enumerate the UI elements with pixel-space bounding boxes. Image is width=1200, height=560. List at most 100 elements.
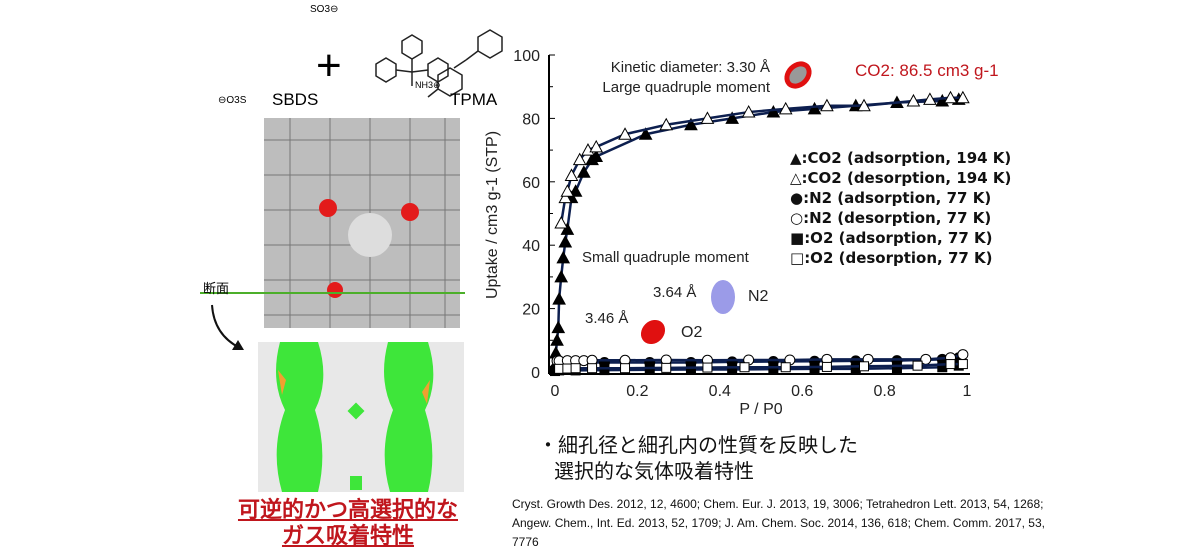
citation-text: Cryst. Growth Des. 2012, 12, 4600; Chem.… xyxy=(512,497,1045,549)
summary-line-2: 選択的な気体吸着特性 xyxy=(554,459,754,483)
data-point xyxy=(912,360,923,371)
data-point xyxy=(618,127,632,140)
legend-item: ○:N2 (desorption, 77 K) xyxy=(790,208,1011,228)
data-point xyxy=(906,93,921,107)
legend-item: ■:O2 (adsorption, 77 K) xyxy=(790,228,1011,248)
data-point xyxy=(820,98,834,112)
legend-text: :O2 (desorption, 77 K) xyxy=(804,249,993,267)
data-point xyxy=(552,292,566,305)
data-point xyxy=(589,139,604,153)
tpma-structure-icon xyxy=(375,34,449,86)
data-point xyxy=(807,101,822,115)
legend-text: :CO2 (desorption, 194 K) xyxy=(801,169,1012,187)
y-tick-label: 80 xyxy=(522,111,540,128)
data-point xyxy=(821,361,832,372)
legend-symbol: ■ xyxy=(790,229,805,247)
data-point xyxy=(725,111,740,124)
title-line-2: ガス吸着特性 xyxy=(281,524,414,549)
data-point xyxy=(551,320,566,334)
o2-size-label: 3.46 Å xyxy=(585,310,629,327)
sbds-label: SBDS xyxy=(272,90,319,109)
data-point xyxy=(554,363,565,374)
x-tick-label: 0 xyxy=(551,383,560,400)
framework-illustration xyxy=(200,29,503,492)
legend-symbol: △ xyxy=(790,169,802,187)
x-tick-label: 0.2 xyxy=(626,383,648,400)
data-point xyxy=(727,364,738,375)
so3-left-label: ⊖O3S xyxy=(218,95,247,106)
cross-section-label: 断面 xyxy=(203,282,230,297)
plus-sign: + xyxy=(316,41,342,90)
data-point xyxy=(576,165,591,178)
data-point xyxy=(685,364,696,375)
data-point xyxy=(739,362,750,373)
data-point xyxy=(778,101,793,115)
data-point xyxy=(620,363,631,374)
y-tick-label: 100 xyxy=(513,48,540,65)
x-tick-label: 0.4 xyxy=(709,383,731,400)
title-line-1: 可逆的かつ高選択的な xyxy=(237,498,458,523)
data-point xyxy=(702,362,713,373)
data-point xyxy=(644,364,655,375)
series-line xyxy=(557,353,964,363)
data-point xyxy=(700,111,715,124)
legend-item: ●:N2 (adsorption, 77 K) xyxy=(790,188,1011,208)
data-point xyxy=(587,363,598,374)
nh3-label: NH3⊕ xyxy=(415,80,441,90)
y-tick-label: 40 xyxy=(522,238,540,255)
x-tick-label: 0.6 xyxy=(791,383,813,400)
data-point xyxy=(562,363,573,374)
data-point xyxy=(857,98,871,112)
n2-label: N2 xyxy=(748,288,769,305)
data-point xyxy=(923,92,937,105)
legend-symbol: ○ xyxy=(790,209,804,227)
legend-item: □:O2 (desorption, 77 K) xyxy=(790,248,1011,268)
x-tick-label: 0.8 xyxy=(873,383,895,400)
data-point xyxy=(780,362,791,373)
legend-symbol: ▲ xyxy=(790,149,802,167)
data-point xyxy=(766,105,781,118)
data-point xyxy=(560,184,575,197)
data-point xyxy=(768,364,779,375)
data-point xyxy=(943,90,958,104)
data-point xyxy=(599,365,610,376)
legend-text: :CO2 (adsorption, 194 K) xyxy=(801,149,1012,167)
sbds-structure-icon xyxy=(427,29,503,98)
small-quadrupole-label: Small quadruple moment xyxy=(582,249,749,266)
y-tick-label: 20 xyxy=(522,302,540,319)
tpma-label: TPMA xyxy=(450,90,498,109)
legend-item: ▲:CO2 (adsorption, 194 K) xyxy=(790,148,1011,168)
data-point xyxy=(570,363,581,374)
data-point xyxy=(556,250,571,264)
data-point xyxy=(558,234,573,248)
y-tick-label: 0 xyxy=(531,365,540,382)
data-point xyxy=(638,127,653,140)
co2-carbon-icon xyxy=(789,66,807,84)
x-tick-label: 1 xyxy=(963,383,972,400)
y-axis-label: Uptake / cm3 g-1 (STP) xyxy=(484,131,501,299)
data-point xyxy=(554,215,569,229)
data-point xyxy=(589,149,604,162)
data-point xyxy=(661,362,672,373)
data-point xyxy=(945,359,956,370)
data-point xyxy=(659,117,674,131)
legend-text: :N2 (adsorption, 77 K) xyxy=(803,189,992,207)
data-point xyxy=(957,359,968,370)
data-point xyxy=(684,117,698,131)
o2-label: O2 xyxy=(681,324,703,341)
data-point xyxy=(572,152,587,166)
n2-molecule-icon xyxy=(711,280,735,314)
o2-molecule-icon xyxy=(640,319,666,345)
kinetic-diameter-label: Kinetic diameter: 3.30 Å xyxy=(610,59,770,76)
legend-symbol: □ xyxy=(790,249,805,267)
summary-text: ・細孔径と細孔内の性質を反映した 選択的な気体吸着特性 xyxy=(538,432,858,484)
data-point xyxy=(741,105,756,118)
legend-text: :O2 (adsorption, 77 K) xyxy=(804,229,993,247)
legend-item: △:CO2 (desorption, 194 K) xyxy=(790,168,1011,188)
legend-text: :N2 (desorption, 77 K) xyxy=(803,209,992,227)
y-tick-label: 60 xyxy=(522,175,540,192)
n2-size-label: 3.64 Å xyxy=(653,284,697,301)
chart-legend: ▲:CO2 (adsorption, 194 K) △:CO2 (desorpti… xyxy=(790,148,1011,268)
large-quadrupole-label: Large quadruple moment xyxy=(602,79,770,96)
